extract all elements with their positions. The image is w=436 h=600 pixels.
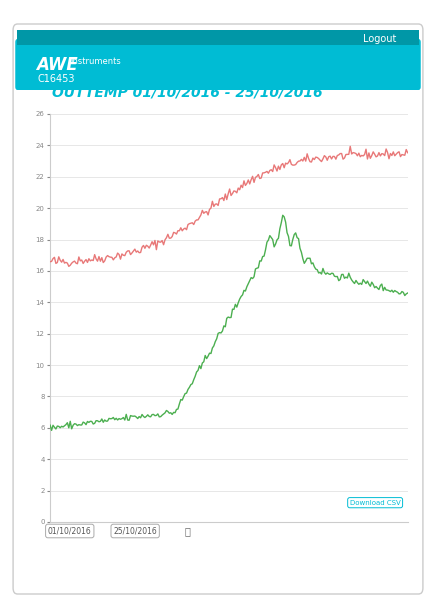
Text: 25/10/2016: 25/10/2016	[113, 527, 157, 535]
Text: OUTTEMP 01/10/2016 - 25/10/2016: OUTTEMP 01/10/2016 - 25/10/2016	[52, 86, 323, 100]
Text: 📅: 📅	[184, 526, 191, 536]
FancyBboxPatch shape	[17, 30, 419, 45]
Text: AWE: AWE	[36, 56, 78, 74]
Text: 01/10/2016: 01/10/2016	[48, 527, 92, 535]
Text: C16453: C16453	[38, 74, 75, 84]
FancyBboxPatch shape	[13, 24, 423, 594]
FancyBboxPatch shape	[15, 39, 421, 90]
Text: Download CSV: Download CSV	[350, 500, 401, 506]
Text: Instruments: Instruments	[71, 57, 121, 66]
Text: Logout: Logout	[363, 34, 397, 44]
